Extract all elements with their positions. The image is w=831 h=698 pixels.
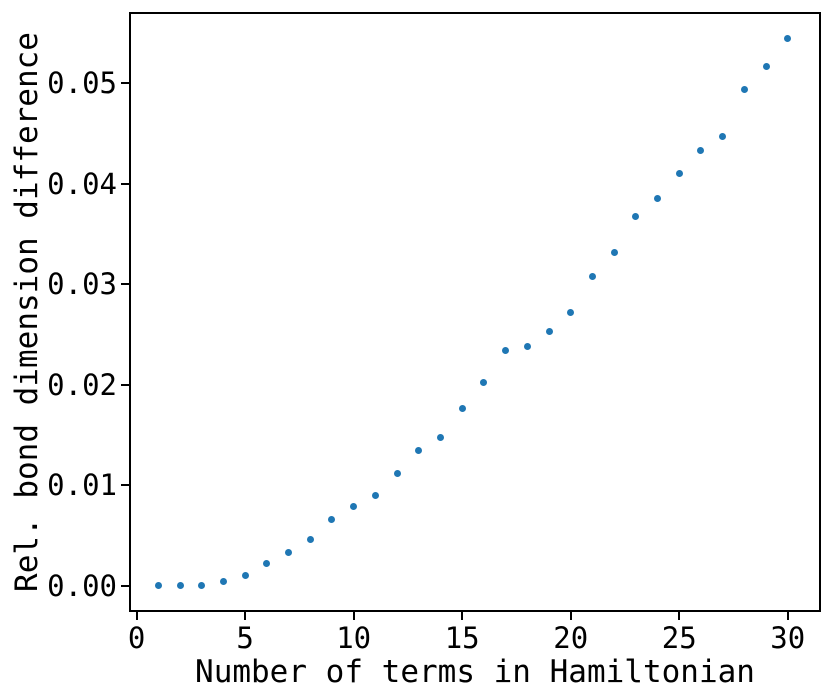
scatter-point	[784, 34, 792, 42]
scatter-point	[675, 170, 683, 178]
x-axis-label: Number of terms in Hamiltonian	[195, 654, 755, 690]
x-tick-mark	[461, 612, 464, 620]
y-tick-mark	[121, 584, 129, 587]
scatter-point	[154, 582, 162, 590]
scatter-point	[523, 343, 531, 351]
scatter-point	[436, 433, 444, 441]
scatter-point	[350, 502, 358, 510]
scatter-point	[654, 195, 662, 203]
scatter-point	[545, 328, 553, 336]
y-tick-mark	[121, 283, 129, 286]
scatter-point	[328, 516, 336, 524]
y-tick-mark	[121, 82, 129, 85]
scatter-point	[697, 147, 705, 155]
scatter-point	[588, 272, 596, 280]
scatter-point	[263, 560, 271, 568]
x-tick-mark	[786, 612, 789, 620]
scatter-point	[719, 133, 727, 141]
x-tick-mark	[352, 612, 355, 620]
y-tick-mark	[121, 182, 129, 185]
scatter-point	[458, 405, 466, 413]
x-tick-mark	[135, 612, 138, 620]
x-tick-label: 20	[553, 621, 589, 655]
scatter-point	[176, 582, 184, 590]
x-tick-label: 10	[336, 621, 372, 655]
x-tick-label: 15	[444, 621, 480, 655]
scatter-point	[393, 469, 401, 477]
y-tick-label: 0.03	[47, 267, 117, 302]
scatter-point	[762, 62, 770, 70]
scatter-point	[415, 446, 423, 454]
scatter-point	[740, 85, 748, 93]
scatter-point	[198, 582, 206, 590]
x-tick-label: 5	[236, 621, 254, 655]
y-tick-label: 0.01	[47, 468, 117, 503]
x-tick-mark	[678, 612, 681, 620]
scatter-point	[567, 309, 575, 316]
y-tick-label: 0.00	[47, 568, 117, 603]
scatter-point	[610, 248, 618, 256]
scatter-point	[219, 578, 227, 586]
x-tick-mark	[569, 612, 572, 620]
plot-area: 0 5 10 15 20 25 30 0.00 0.01 0.02 0.03 0.04 0.05	[47, 12, 821, 654]
y-tick-label: 0.05	[47, 66, 117, 101]
scatter-point	[480, 379, 488, 387]
y-tick-mark	[121, 484, 129, 487]
x-tick-label: 0	[127, 621, 146, 655]
y-tick-label: 0.04	[47, 166, 117, 201]
scatter-point	[502, 347, 510, 355]
scatter-point	[241, 572, 249, 580]
scatter-point	[306, 536, 314, 544]
x-tick-label: 25	[661, 621, 697, 655]
x-tick-label: 30	[770, 621, 806, 655]
scatter-point	[632, 212, 640, 220]
y-tick-label: 0.02	[47, 367, 117, 402]
scatter-point	[285, 549, 293, 557]
y-tick-mark	[121, 383, 129, 386]
x-tick-mark	[244, 612, 247, 620]
y-axis-label: Rel. bond dimension difference	[9, 32, 45, 592]
scatter-point	[371, 491, 379, 499]
